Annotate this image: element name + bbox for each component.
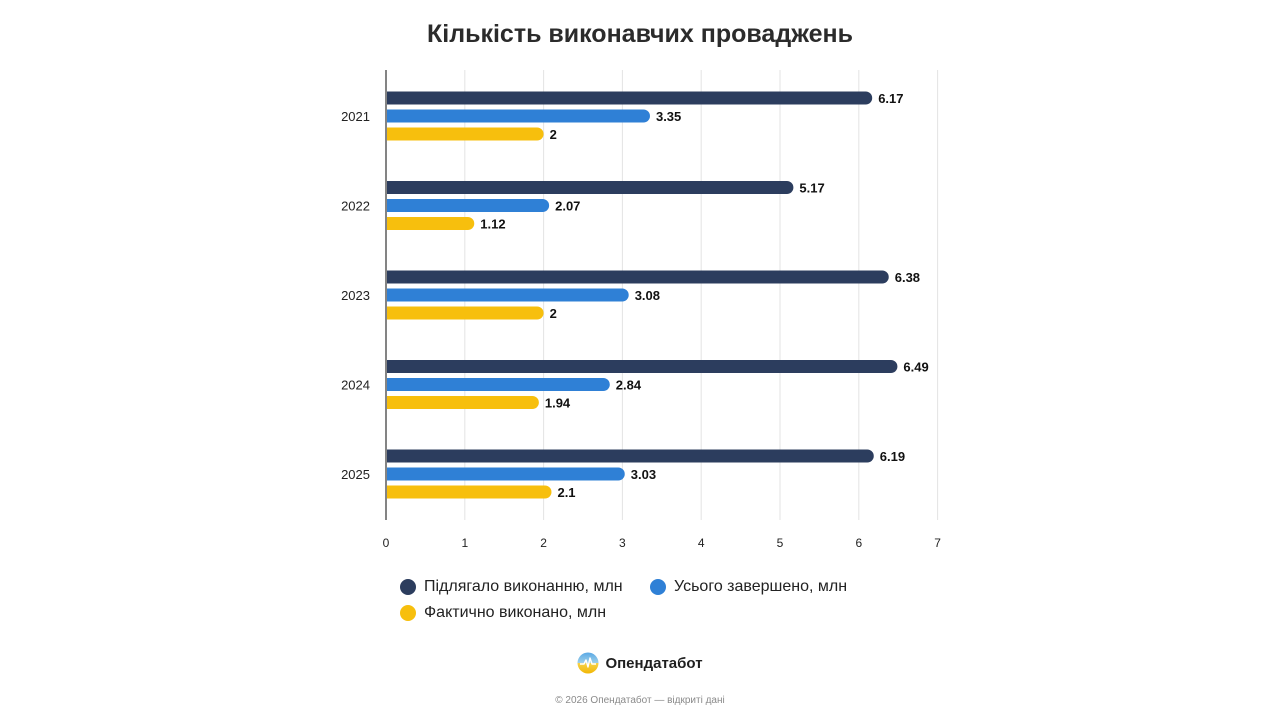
bar [387, 217, 475, 230]
data-label: 2.07 [555, 199, 580, 214]
bar [387, 396, 539, 409]
category-label: 2023 [341, 288, 370, 303]
data-label: 6.38 [895, 270, 920, 285]
bar [387, 378, 610, 391]
bar-base [387, 217, 395, 230]
data-label: 6.49 [903, 360, 928, 375]
x-tick-label: 5 [777, 536, 784, 550]
legend-label: Підлягало виконанню, млн [424, 578, 623, 595]
bar-base [387, 288, 395, 302]
legend-item-subject: Підлягало виконанню, млн [400, 578, 623, 596]
opendatabot-logo-icon [577, 652, 599, 674]
legend-label: Усього завершено, млн [674, 578, 848, 595]
bar [387, 306, 544, 320]
x-tick-label: 4 [698, 536, 705, 550]
bar [387, 127, 544, 141]
bar-base [387, 485, 395, 499]
legend-item-completed: Усього завершено, млн [650, 578, 847, 596]
data-label: 6.17 [878, 91, 903, 106]
legend-dot-blue [650, 579, 666, 595]
brand-name: Опендатабот [605, 654, 703, 672]
bar-base [387, 91, 395, 105]
data-label: 2 [550, 306, 557, 321]
category-label: 2024 [341, 378, 370, 393]
bar-base [387, 396, 395, 409]
bar-base [387, 127, 395, 141]
data-label: 1.94 [545, 396, 571, 411]
x-tick-label: 6 [855, 536, 862, 550]
legend-dot-navy [400, 579, 416, 595]
bar-base [387, 270, 395, 284]
bar [387, 449, 874, 463]
category-label: 2021 [341, 109, 370, 124]
legend-dot-yellow [400, 605, 416, 621]
bar [387, 467, 625, 481]
brand: Опендатабот [0, 652, 1280, 674]
data-label: 5.17 [799, 181, 824, 196]
x-tick-label: 7 [934, 536, 941, 550]
data-label: 6.19 [880, 449, 905, 464]
bar-base [387, 109, 395, 123]
x-tick-label: 1 [461, 536, 468, 550]
data-label: 2 [550, 127, 557, 142]
data-label: 1.12 [480, 217, 505, 232]
bar-base [387, 306, 395, 320]
chart-title: Кількість виконавчих проваджень [427, 20, 853, 48]
bar [387, 109, 650, 123]
data-label: 2.1 [557, 485, 575, 500]
bar-base [387, 378, 395, 391]
bar-base [387, 449, 395, 463]
bar [387, 91, 873, 105]
bar [387, 485, 552, 499]
bar-base [387, 199, 395, 212]
data-label: 3.35 [656, 109, 681, 124]
bar [387, 288, 629, 302]
x-tick-label: 3 [619, 536, 626, 550]
bar [387, 199, 550, 212]
data-label: 3.08 [635, 288, 660, 303]
footer-copyright: © 2026 Опендатабот — відкриті дані [555, 695, 725, 706]
bar-base [387, 467, 395, 481]
data-label: 2.84 [616, 378, 642, 393]
data-label: 3.03 [631, 467, 656, 482]
x-tick-label: 2 [540, 536, 547, 550]
legend-item-executed: Фактично виконано, млн [400, 604, 606, 622]
category-label: 2022 [341, 199, 370, 214]
bar-base [387, 360, 395, 373]
legend-label: Фактично виконано, млн [424, 604, 607, 621]
bar [387, 270, 889, 284]
category-label: 2025 [341, 467, 370, 482]
bar-base [387, 181, 395, 194]
bar [387, 181, 794, 194]
x-tick-label: 0 [383, 536, 390, 550]
bar [387, 360, 898, 373]
